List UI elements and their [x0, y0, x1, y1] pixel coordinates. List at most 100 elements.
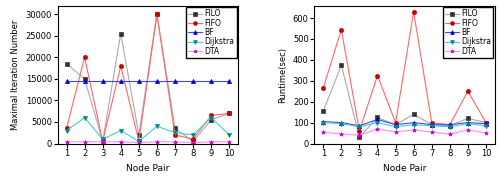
Line: DTA: DTA	[321, 127, 488, 137]
DTA	[392, 131, 398, 133]
Dijkstra	[483, 125, 489, 127]
BF	[136, 80, 142, 82]
FILO	[447, 125, 453, 127]
Line: BF: BF	[64, 79, 232, 83]
Dijkstra	[190, 134, 196, 136]
FIFO	[64, 127, 70, 130]
DTA	[356, 134, 362, 136]
BF	[190, 80, 196, 82]
Dijkstra	[465, 123, 471, 125]
FILO	[410, 113, 416, 115]
Line: BF: BF	[321, 117, 488, 128]
Line: FILO: FILO	[321, 63, 488, 139]
FILO	[374, 116, 380, 118]
Dijkstra	[172, 132, 178, 134]
FIFO	[118, 65, 124, 67]
X-axis label: Node Pair: Node Pair	[383, 164, 426, 173]
FIFO	[410, 11, 416, 13]
FILO	[190, 140, 196, 142]
DTA	[374, 128, 380, 130]
FIFO	[338, 29, 344, 31]
DTA	[410, 129, 416, 131]
Legend: FILO, FIFO, BF, Dijkstra, DTA: FILO, FIFO, BF, Dijkstra, DTA	[443, 7, 494, 58]
BF	[226, 80, 232, 82]
FIFO	[483, 121, 489, 124]
Line: DTA: DTA	[64, 140, 232, 145]
FIFO	[465, 90, 471, 92]
DTA	[154, 141, 160, 143]
FIFO	[136, 140, 142, 142]
FIFO	[82, 56, 87, 58]
Line: FIFO: FIFO	[64, 12, 232, 144]
DTA	[208, 141, 214, 143]
FILO	[338, 64, 344, 66]
Dijkstra	[392, 126, 398, 128]
FILO	[226, 112, 232, 114]
FIFO	[392, 121, 398, 124]
Dijkstra	[447, 126, 453, 128]
Dijkstra	[64, 130, 70, 132]
Dijkstra	[82, 116, 87, 119]
DTA	[100, 141, 105, 143]
BF	[82, 80, 87, 82]
Dijkstra	[410, 124, 416, 126]
FILO	[356, 136, 362, 138]
Dijkstra	[338, 123, 344, 125]
FIFO	[356, 130, 362, 132]
BF	[100, 80, 105, 82]
DTA	[82, 141, 87, 143]
FILO	[100, 140, 105, 142]
FIFO	[100, 140, 105, 142]
BF	[392, 124, 398, 126]
FIFO	[320, 87, 326, 89]
FIFO	[374, 75, 380, 77]
BF	[208, 80, 214, 82]
DTA	[136, 141, 142, 144]
FIFO	[208, 114, 214, 117]
DTA	[338, 133, 344, 135]
Dijkstra	[428, 125, 434, 127]
FILO	[64, 63, 70, 65]
Dijkstra	[136, 140, 142, 142]
Dijkstra	[356, 126, 362, 128]
BF	[374, 118, 380, 121]
BF	[447, 124, 453, 126]
X-axis label: Node Pair: Node Pair	[126, 164, 170, 173]
BF	[483, 123, 489, 125]
Line: Dijkstra: Dijkstra	[321, 121, 488, 129]
FIFO	[447, 124, 453, 126]
FIFO	[154, 13, 160, 15]
Legend: FILO, FIFO, BF, Dijkstra, DTA: FILO, FIFO, BF, Dijkstra, DTA	[186, 7, 237, 58]
BF	[428, 124, 434, 126]
BF	[172, 80, 178, 82]
Y-axis label: Maximal Iteration Number: Maximal Iteration Number	[11, 19, 20, 130]
BF	[410, 121, 416, 124]
BF	[320, 121, 326, 123]
DTA	[172, 141, 178, 143]
DTA	[190, 141, 196, 144]
FILO	[172, 127, 178, 130]
Dijkstra	[154, 125, 160, 127]
FILO	[320, 110, 326, 112]
FILO	[465, 117, 471, 120]
Dijkstra	[208, 116, 214, 119]
FILO	[136, 134, 142, 136]
DTA	[465, 129, 471, 131]
FILO	[208, 119, 214, 121]
DTA	[483, 132, 489, 134]
FILO	[154, 13, 160, 15]
Line: Dijkstra: Dijkstra	[64, 116, 232, 144]
FILO	[483, 121, 489, 124]
FILO	[82, 78, 87, 80]
Dijkstra	[320, 121, 326, 124]
FIFO	[428, 121, 434, 124]
Line: FIFO: FIFO	[321, 10, 488, 133]
BF	[118, 80, 124, 82]
BF	[64, 80, 70, 82]
BF	[465, 121, 471, 124]
Dijkstra	[118, 130, 124, 132]
FIFO	[226, 112, 232, 114]
Line: FILO: FILO	[64, 12, 232, 144]
BF	[154, 80, 160, 82]
DTA	[447, 133, 453, 135]
